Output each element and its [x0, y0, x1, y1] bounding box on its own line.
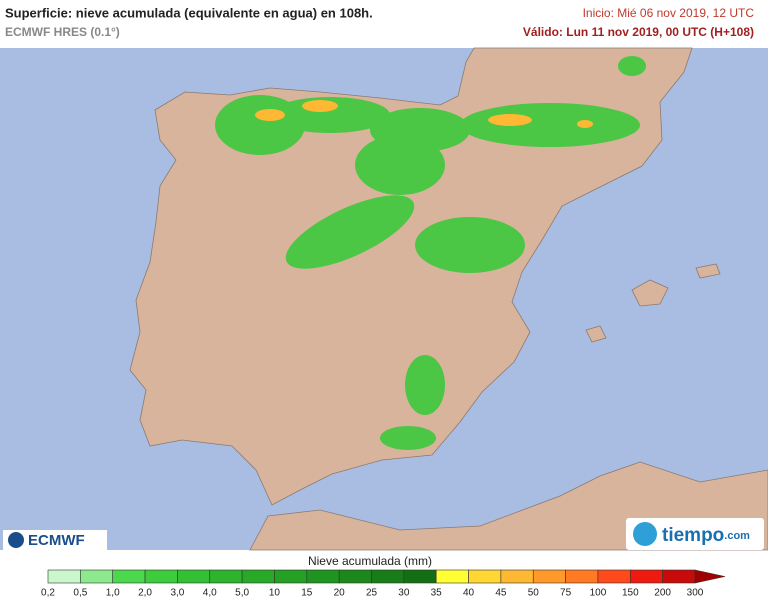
color-swatch: [662, 569, 696, 584]
color-swatch: [177, 569, 211, 584]
color-swatch: [306, 569, 340, 584]
color-swatch: [629, 569, 663, 584]
logo-suffix: .com: [724, 530, 750, 542]
land-mallorca: [631, 279, 669, 307]
legend-tick-label: 20: [334, 588, 346, 599]
land-iberia-france: [129, 47, 693, 506]
land-ibiza: [585, 325, 607, 343]
legend-tick-label: 35: [431, 588, 443, 599]
color-arrow: [694, 569, 726, 584]
legend-tick-label: 15: [301, 588, 313, 599]
color-swatch: [597, 569, 631, 584]
color-swatch: [565, 569, 599, 584]
legend-tick-label: 0,5: [73, 588, 87, 599]
color-swatch: [47, 569, 81, 584]
tiempo-logo: tiempo.com: [626, 518, 764, 550]
legend-tick-label: 50: [528, 588, 540, 599]
legend-tick-label: 10: [269, 588, 281, 599]
color-swatch: [532, 569, 566, 584]
legend-tick-label: 75: [560, 588, 572, 599]
legend-label: Nieve acumulada (mm): [308, 554, 432, 568]
legend-tick-label: 40: [463, 588, 475, 599]
logo-text: ECMWF: [28, 532, 85, 549]
color-swatch: [338, 569, 372, 584]
color-swatch: [209, 569, 243, 584]
legend-tick-label: 25: [366, 588, 378, 599]
legend-tick-label: 4,0: [203, 588, 217, 599]
color-swatch: [80, 569, 113, 584]
legend-tick-label: 100: [590, 588, 607, 599]
legend-tick-label: 300: [687, 588, 704, 599]
color-swatch: [468, 569, 502, 584]
color-swatch: [274, 569, 308, 584]
legend-tick-label: 200: [654, 588, 671, 599]
legend-tick-label: 3,0: [170, 588, 184, 599]
colorbar: 0,2 0,5 1,0 2,0 3,0 4,0 5,0 10 15 20 25 30 35 40 45 50 7…: [41, 569, 726, 599]
color-swatch: [500, 569, 534, 584]
logo-icon: [8, 532, 24, 548]
color-swatch: [241, 569, 275, 584]
valid-time: Válido: Lun 11 nov 2019, 00 UTC (H+108): [523, 25, 754, 39]
legend-tick-label: 2,0: [138, 588, 152, 599]
logo-text: tiempo.com: [662, 525, 750, 546]
land-menorca: [695, 263, 721, 279]
map: [0, 47, 768, 551]
title: Superficie: nieve acumulada (equivalente…: [5, 5, 373, 20]
snow-areas: [215, 56, 646, 450]
legend-tick-label: 5,0: [235, 588, 249, 599]
legend-tick-label: 45: [495, 588, 507, 599]
legend-tick-label: 0,2: [41, 588, 55, 599]
logo-box: [3, 530, 107, 550]
color-swatch: [403, 569, 437, 584]
color-swatch: [371, 569, 405, 584]
legend-tick-label: 150: [622, 588, 639, 599]
color-swatch: [144, 569, 178, 584]
logo-brand: tiempo: [662, 525, 724, 546]
legend-tick-label: 30: [398, 588, 410, 599]
logo-icon: [633, 522, 657, 546]
snow-peaks: [255, 100, 593, 128]
color-swatch: [112, 569, 146, 584]
init-time: Inicio: Mié 06 nov 2019, 12 UTC: [583, 6, 755, 20]
subtitle: ECMWF HRES (0.1°): [5, 25, 120, 39]
logo-box: [626, 518, 764, 550]
color-swatch: [435, 569, 469, 584]
ecmwf-logo: ECMWF: [3, 530, 107, 550]
legend-tick-label: 1,0: [106, 588, 120, 599]
